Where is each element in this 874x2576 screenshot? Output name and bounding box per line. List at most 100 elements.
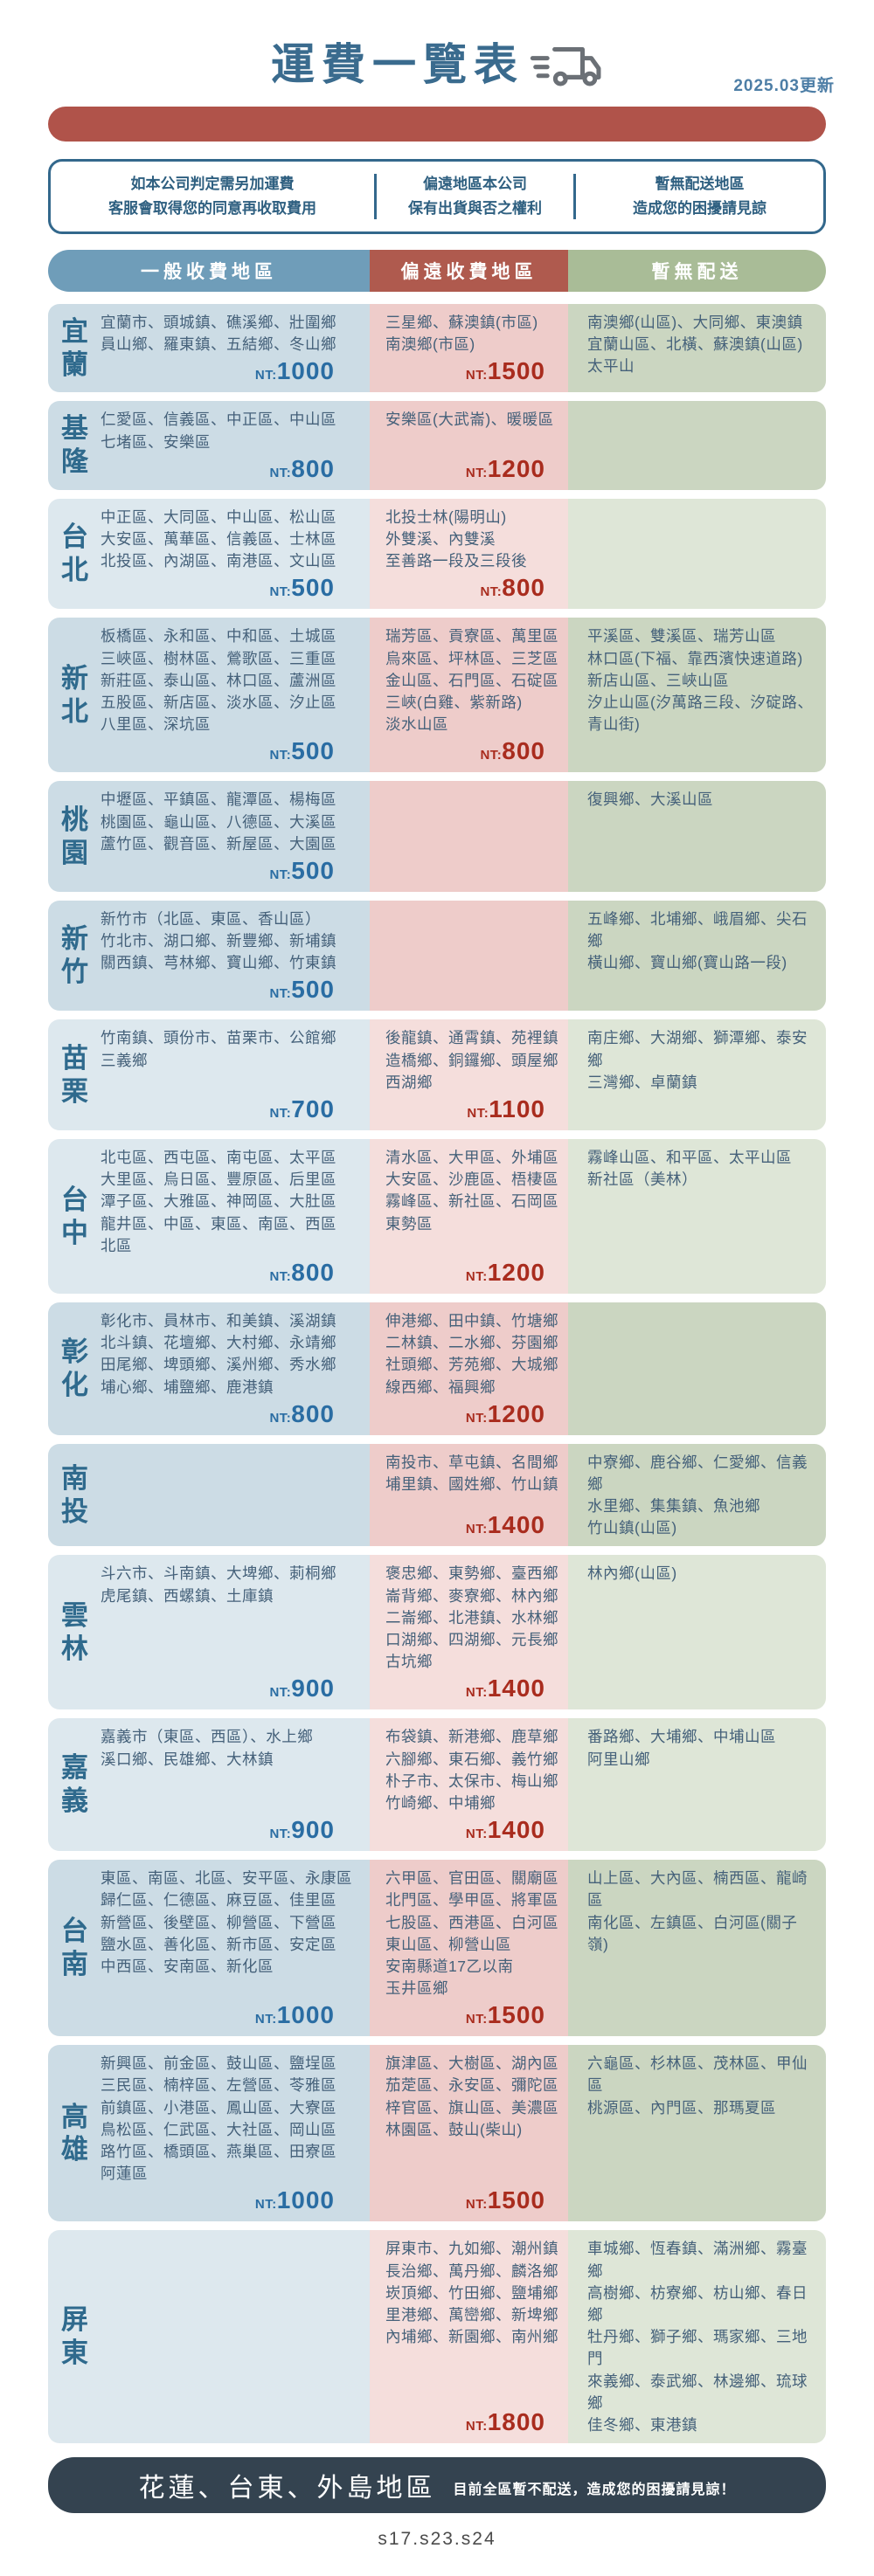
area-list: 伸港鄉、田中鎮、竹塘鄉 二林鎮、二水鄉、芬園鄉 社頭鄉、芳苑鄉、大城鄉 線西鄉、…: [385, 1311, 558, 1396]
area-list: 嘉義市（東區、西區）、水上鄉 溪口鄉、民雄鄉、大林鎮: [101, 1728, 314, 1768]
general-cell-content: 中壢區、平鎮區、龍潭區、楊梅區 桃園區、龜山區、八德區、大溪區 蘆竹區、觀音區、…: [99, 781, 370, 892]
area-list: 旗津區、大樹區、湖內區 茄萣區、永安區、彌陀區 梓官區、旗山區、美濃區 林園區、…: [385, 2055, 558, 2138]
region-name: 彰化: [61, 1336, 88, 1400]
no-delivery-cell: [568, 1302, 826, 1435]
currency-prefix: NT:: [254, 368, 277, 383]
region-name: 屏東: [61, 2304, 88, 2369]
no-delivery-cell: 林內鄉(山區): [568, 1555, 826, 1710]
region-label: 台中: [48, 1139, 99, 1294]
price: NT:900: [101, 1673, 370, 1702]
area-list: 清水區、大甲區、外埔區 大安區、沙鹿區、梧棲區 霧峰區、新社區、石岡區 東勢區: [385, 1149, 558, 1233]
price: NT:800: [385, 572, 568, 602]
price-amount: 800: [291, 1258, 335, 1286]
price-amount: 1100: [489, 1095, 545, 1123]
column-header-remote: 偏遠收費地區: [370, 250, 568, 293]
remote-cell: 清水區、大甲區、外埔區 大安區、沙鹿區、梧棲區 霧峰區、新社區、石岡區 東勢區 N…: [370, 1139, 568, 1294]
general-cell-content: 斗六市、斗南鎮、大埤鄉、莿桐鄉 虎尾鎮、西螺鎮、土庫鎮 NT:900: [99, 1555, 370, 1709]
price: NT:800: [101, 1257, 370, 1287]
currency-prefix: NT:: [269, 1106, 292, 1122]
red-banner: [48, 107, 826, 142]
region-label: 屏東: [48, 2230, 99, 2443]
area-list: 南庄鄉、大湖鄉、獅潭鄉、泰安鄉 三灣鄉、卓蘭鎮: [587, 1029, 808, 1091]
price: NT:500: [101, 855, 370, 885]
currency-prefix: NT:: [465, 1268, 488, 1284]
general-cell: 苗栗 竹南鎮、頭份市、苗栗市、公館鄉 三義鄉 NT:700: [48, 1019, 370, 1131]
currency-prefix: NT:: [269, 748, 292, 763]
area-list: 山上區、大內區、楠西區、龍崎區 南化區、左鎮區、白河區(關子嶺): [587, 1869, 808, 1953]
currency-prefix: NT:: [465, 1410, 488, 1426]
area-list: 東區、南區、北區、安平區、永康區 歸仁區、仁德區、麻豆區、佳里區 新營區、後壁區…: [101, 1869, 352, 1975]
notice-divider: [573, 174, 576, 220]
area-list: 三星鄉、蘇澳鎮(市區) 南澳鄉(市區): [385, 314, 538, 354]
general-cell-content: 板橋區、永和區、中和區、土城區 三峽區、樹林區、鶯歌區、三重區 新莊區、泰山區、…: [99, 618, 370, 772]
price-amount: 1000: [276, 2186, 335, 2214]
price-amount: 800: [291, 454, 335, 482]
area-list: 安樂區(大武崙)、暖暖區: [385, 411, 554, 429]
price-amount: 800: [291, 1399, 335, 1427]
region-label: 新竹: [48, 901, 99, 1012]
currency-prefix: NT:: [467, 1106, 489, 1122]
area-list: 六龜區、杉林區、茂林區、甲仙區 桃源區、內門區、那瑪夏區: [587, 2055, 808, 2117]
area-list: 板橋區、永和區、中和區、土城區 三峽區、樹林區、鶯歌區、三重區 新莊區、泰山區、…: [101, 627, 336, 734]
region-name: 嘉義: [61, 1752, 88, 1817]
remote-cell: 伸港鄉、田中鎮、竹塘鄉 二林鎮、二水鄉、芬園鄉 社頭鄉、芳苑鄉、大城鄉 線西鄉、…: [370, 1302, 568, 1435]
price: NT:1500: [385, 1999, 568, 2029]
price-amount: 1400: [487, 1816, 545, 1844]
price: NT:1100: [385, 1094, 568, 1123]
price: NT:1400: [385, 1814, 568, 1844]
table-row: 高雄 新興區、前金區、鼓山區、鹽埕區 三民區、楠梓區、左營區、苓雅區 前鎮區、小港…: [48, 2045, 826, 2222]
area-list: 北屯區、西屯區、南屯區、太平區 大里區、烏日區、豐原區、后里區 潭子區、大雅區、…: [101, 1149, 336, 1254]
area-list: 中正區、大同區、中山區、松山區 大安區、萬華區、信義區、士林區 北投區、內湖區、…: [101, 508, 336, 570]
region-name: 宜蘭: [61, 315, 88, 380]
area-list: 中壢區、平鎮區、龍潭區、楊梅區 桃園區、龜山區、八德區、大溪區 蘆竹區、觀音區、…: [101, 791, 336, 853]
area-list: 中寮鄉、鹿谷鄉、仁愛鄉、信義鄉 水里鄉、集集鎮、魚池鄉 竹山鎮(山區): [587, 1453, 808, 1537]
price: NT:800: [101, 1398, 370, 1428]
region-name: 基隆: [61, 413, 88, 478]
column-headers: 一般收費地區 偏遠收費地區 暫無配送: [48, 250, 826, 293]
price-amount: 1800: [487, 2408, 545, 2436]
price: NT:800: [385, 736, 568, 765]
remote-cell: 北投士林(陽明山) 外雙溪、內雙溪 至善路一段及三段後 NT:800: [370, 498, 568, 610]
no-delivery-cell: 六龜區、杉林區、茂林區、甲仙區 桃源區、內門區、那瑪夏區: [568, 2045, 826, 2222]
price: NT:1200: [385, 1257, 568, 1287]
currency-prefix: NT:: [269, 1685, 292, 1701]
area-list: 南投市、草屯鎮、名間鄉 埔里鎮、國姓鄉、竹山鎮: [385, 1453, 558, 1493]
region-name: 台中: [61, 1184, 88, 1248]
table-row: 雲林 斗六市、斗南鎮、大埤鄉、莿桐鄉 虎尾鎮、西螺鎮、土庫鎮 NT:900 褒忠鄉、東…: [48, 1555, 826, 1710]
price: NT:1000: [101, 1999, 370, 2029]
currency-prefix: NT:: [254, 2197, 277, 2213]
area-list: 屏東市、九如鄉、潮州鎮 長治鄉、萬丹鄉、麟洛鄉 崁頂鄉、竹田鄉、鹽埔鄉 里港鄉、…: [385, 2240, 558, 2346]
table-row: 基隆 仁愛區、信義區、中正區、中山區 七堵區、安樂區 NT:800 安樂區(大武崙)、…: [48, 401, 826, 490]
update-date: 2025.03更新: [733, 77, 835, 95]
general-cell: 雲林 斗六市、斗南鎮、大埤鄉、莿桐鄉 虎尾鎮、西螺鎮、土庫鎮 NT:900: [48, 1555, 370, 1710]
general-cell: 彰化 彰化市、員林市、和美鎮、溪湖鎮 北斗鎮、花壇鄉、大村鄉、永靖鄉 田尾鄉、埤頭…: [48, 1302, 370, 1435]
region-label: 高雄: [48, 2045, 99, 2221]
price: NT:900: [101, 1814, 370, 1844]
general-cell: 屏東: [48, 2230, 370, 2444]
area-list: 宜蘭市、頭城鎮、礁溪鄉、壯圍鄉 員山鄉、羅東鎮、五結鄉、冬山鄉: [101, 314, 336, 354]
price: NT:1200: [385, 453, 568, 483]
currency-prefix: NT:: [465, 1827, 488, 1842]
price: NT:1500: [385, 356, 568, 385]
no-delivery-cell: 中寮鄉、鹿谷鄉、仁愛鄉、信義鄉 水里鄉、集集鎮、魚池鄉 竹山鎮(山區): [568, 1443, 826, 1547]
general-cell: 台中 北屯區、西屯區、南屯區、太平區 大里區、烏日區、豐原區、后里區 潭子區、大雅…: [48, 1139, 370, 1294]
price-amount: 1400: [487, 1511, 545, 1539]
table-row: 嘉義 嘉義市（東區、西區）、水上鄉 溪口鄉、民雄鄉、大林鎮 NT:900 布袋鎮、新港…: [48, 1718, 826, 1852]
table-row: 彰化 彰化市、員林市、和美鎮、溪湖鎮 北斗鎮、花壇鄉、大村鄉、永靖鄉 田尾鄉、埤頭…: [48, 1302, 826, 1435]
general-cell-content: 北屯區、西屯區、南屯區、太平區 大里區、烏日區、豐原區、后里區 潭子區、大雅區、…: [99, 1139, 370, 1294]
currency-prefix: NT:: [465, 368, 488, 383]
area-list: 復興鄉、大溪山區: [587, 791, 713, 809]
column-header-no-delivery: 暫無配送: [568, 250, 826, 293]
page-title: 運費一覽表: [271, 40, 524, 89]
currency-prefix: NT:: [269, 986, 292, 1002]
region-label: 台南: [48, 1860, 99, 2036]
no-delivery-cell: [568, 401, 826, 490]
price-amount: 500: [291, 737, 335, 765]
no-delivery-cell: 車城鄉、恆春鎮、滿洲鄉、霧臺鄉 高樹鄉、枋寮鄉、枋山鄉、春日鄉 牡丹鄉、獅子鄉、…: [568, 2230, 826, 2444]
table-row: 苗栗 竹南鎮、頭份市、苗栗市、公館鄉 三義鄉 NT:700 後龍鎮、通霄鎮、苑裡鎮 造…: [48, 1019, 826, 1131]
region-label: 基隆: [48, 401, 99, 489]
region-label: 桃園: [48, 781, 99, 892]
price: NT:1000: [101, 356, 370, 385]
no-delivery-cell: [568, 498, 826, 610]
column-header-general: 一般收費地區: [48, 250, 370, 293]
